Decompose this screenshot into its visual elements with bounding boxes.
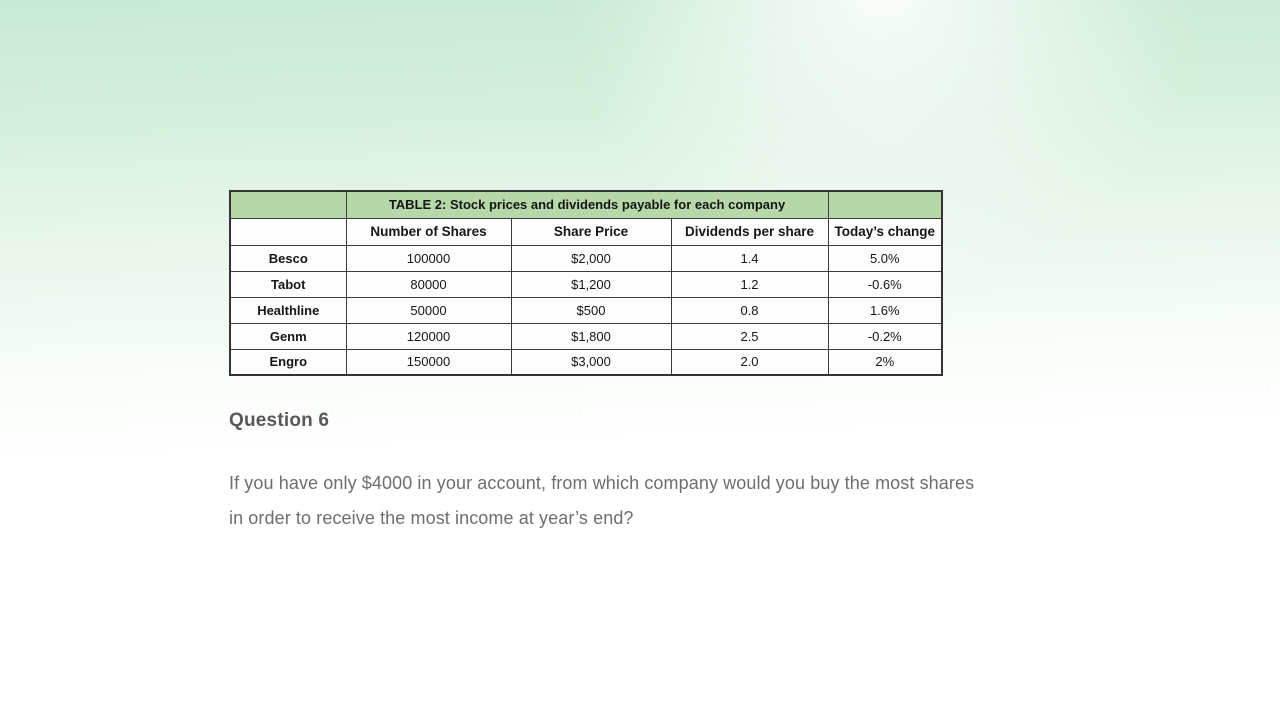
price-value: $1,200: [510, 270, 672, 298]
table-header-row: Number of Shares Share Price Dividends p…: [229, 217, 943, 246]
company-name: Engro: [229, 348, 347, 376]
table-row: Tabot 80000 $1,200 1.2 -0.6%: [229, 270, 943, 298]
price-value: $500: [510, 296, 672, 324]
column-header-blank: [229, 217, 347, 246]
shares-value: 120000: [345, 322, 512, 350]
column-header-dividends: Dividends per share: [670, 217, 829, 246]
table-title: TABLE 2: Stock prices and dividends paya…: [345, 190, 829, 219]
question-text-line-2: in order to receive the most income at y…: [229, 508, 634, 528]
company-name: Genm: [229, 322, 347, 350]
dividends-value: 2.0: [670, 348, 829, 376]
change-value: 1.6%: [827, 296, 943, 324]
dividends-value: 2.5: [670, 322, 829, 350]
column-header-shares: Number of Shares: [345, 217, 512, 246]
question-heading: Question 6: [229, 410, 330, 431]
table-row: Genm 120000 $1,800 2.5 -0.2%: [229, 322, 943, 350]
change-value: -0.6%: [827, 270, 943, 298]
change-value: -0.2%: [827, 322, 943, 350]
company-name: Healthline: [229, 296, 347, 324]
column-header-price: Share Price: [510, 217, 672, 246]
table-title-row: TABLE 2: Stock prices and dividends paya…: [229, 190, 943, 219]
stock-table: TABLE 2: Stock prices and dividends paya…: [229, 190, 944, 376]
column-header-change: Today’s change: [827, 217, 943, 246]
company-name: Besco: [229, 244, 347, 272]
company-name: Tabot: [229, 270, 347, 298]
question-text: If you have only $4000 in your account, …: [229, 466, 974, 536]
dividends-value: 1.4: [670, 244, 829, 272]
shares-value: 150000: [345, 348, 512, 376]
shares-value: 80000: [345, 270, 512, 298]
shares-value: 50000: [345, 296, 512, 324]
dividends-value: 1.2: [670, 270, 829, 298]
price-value: $1,800: [510, 322, 672, 350]
change-value: 2%: [827, 348, 943, 376]
table-row: Healthline 50000 $500 0.8 1.6%: [229, 296, 943, 324]
change-value: 5.0%: [827, 244, 943, 272]
table-row: Engro 150000 $3,000 2.0 2%: [229, 348, 943, 376]
table-title-left-cell: [229, 190, 347, 219]
table-title-right-cell: [827, 190, 943, 219]
table-row: Besco 100000 $2,000 1.4 5.0%: [229, 244, 943, 272]
price-value: $2,000: [510, 244, 672, 272]
price-value: $3,000: [510, 348, 672, 376]
question-text-line-1: If you have only $4000 in your account, …: [229, 473, 975, 493]
shares-value: 100000: [345, 244, 512, 272]
dividends-value: 0.8: [670, 296, 829, 324]
